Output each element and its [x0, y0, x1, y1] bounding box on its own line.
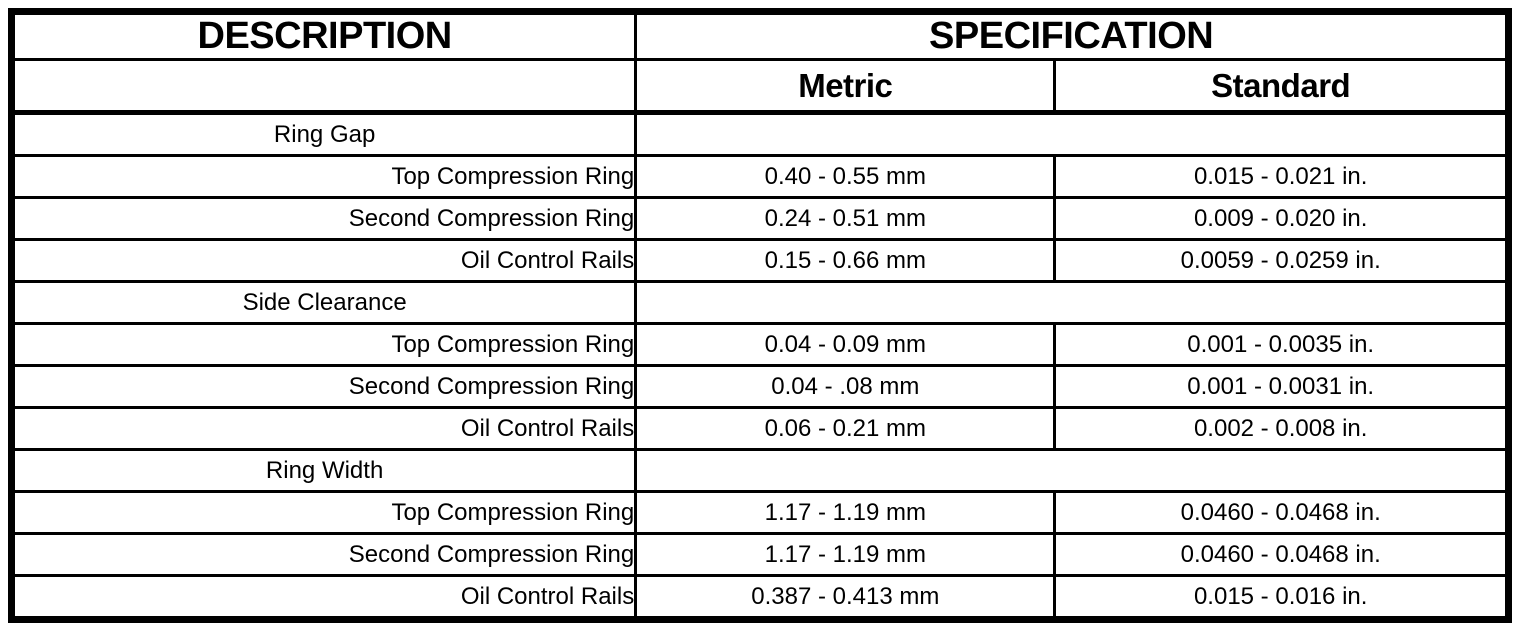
metric-value: 0.15 - 0.66 mm: [634, 238, 1057, 283]
section-label: Side Clearance: [9, 280, 638, 325]
empty-header-cell: [9, 58, 638, 115]
table-row-section-side-clearance: Side Clearance: [9, 280, 1510, 325]
table-row-section-ring-width: Ring Width: [9, 448, 1510, 493]
row-description: Oil Control Rails: [9, 406, 638, 451]
metric-column-header: Metric: [634, 58, 1057, 115]
table-row: Second Compression Ring 1.17 - 1.19 mm 0…: [9, 532, 1510, 577]
standard-value: 0.001 - 0.0035 in.: [1053, 322, 1510, 367]
row-description: Second Compression Ring: [9, 532, 638, 577]
metric-value: 0.04 - 0.09 mm: [634, 322, 1057, 367]
standard-value: 0.002 - 0.008 in.: [1053, 406, 1510, 451]
empty-spec-cell: [634, 280, 1510, 325]
table-header-row: DESCRIPTION SPECIFICATION: [9, 10, 1510, 61]
metric-value: 0.04 - .08 mm: [634, 364, 1057, 409]
standard-value: 0.0460 - 0.0468 in.: [1053, 490, 1510, 535]
table-row: Oil Control Rails 0.06 - 0.21 mm 0.002 -…: [9, 406, 1510, 451]
standard-column-header: Standard: [1053, 58, 1510, 115]
standard-value: 0.009 - 0.020 in.: [1053, 196, 1510, 241]
table-subheader-row: Metric Standard: [9, 58, 1510, 115]
row-description: Second Compression Ring: [9, 364, 638, 409]
specification-column-header: SPECIFICATION: [634, 10, 1510, 61]
metric-value: 1.17 - 1.19 mm: [634, 490, 1057, 535]
table-row: Top Compression Ring 0.04 - 0.09 mm 0.00…: [9, 322, 1510, 367]
table-row: Top Compression Ring 1.17 - 1.19 mm 0.04…: [9, 490, 1510, 535]
row-description: Top Compression Ring: [9, 490, 638, 535]
standard-value: 0.0460 - 0.0468 in.: [1053, 532, 1510, 577]
specification-table: DESCRIPTION SPECIFICATION Metric Standar…: [8, 8, 1512, 623]
row-description: Second Compression Ring: [9, 196, 638, 241]
table-row: Oil Control Rails 0.387 - 0.413 mm 0.015…: [9, 574, 1510, 621]
empty-spec-cell: [634, 448, 1510, 493]
section-label: Ring Gap: [9, 111, 638, 157]
table-row-section-ring-gap: Ring Gap: [9, 111, 1510, 157]
description-column-header: DESCRIPTION: [9, 10, 638, 61]
metric-value: 0.24 - 0.51 mm: [634, 196, 1057, 241]
metric-value: 1.17 - 1.19 mm: [634, 532, 1057, 577]
row-description: Top Compression Ring: [9, 154, 638, 199]
row-description: Top Compression Ring: [9, 322, 638, 367]
standard-value: 0.0059 - 0.0259 in.: [1053, 238, 1510, 283]
standard-value: 0.001 - 0.0031 in.: [1053, 364, 1510, 409]
table-row: Top Compression Ring 0.40 - 0.55 mm 0.01…: [9, 154, 1510, 199]
metric-value: 0.387 - 0.413 mm: [634, 574, 1057, 621]
table-row: Second Compression Ring 0.24 - 0.51 mm 0…: [9, 196, 1510, 241]
metric-value: 0.40 - 0.55 mm: [634, 154, 1057, 199]
section-label: Ring Width: [9, 448, 638, 493]
empty-spec-cell: [634, 111, 1510, 157]
row-description: Oil Control Rails: [9, 238, 638, 283]
row-description: Oil Control Rails: [9, 574, 638, 621]
standard-value: 0.015 - 0.021 in.: [1053, 154, 1510, 199]
standard-value: 0.015 - 0.016 in.: [1053, 574, 1510, 621]
table-row: Oil Control Rails 0.15 - 0.66 mm 0.0059 …: [9, 238, 1510, 283]
metric-value: 0.06 - 0.21 mm: [634, 406, 1057, 451]
table-row: Second Compression Ring 0.04 - .08 mm 0.…: [9, 364, 1510, 409]
